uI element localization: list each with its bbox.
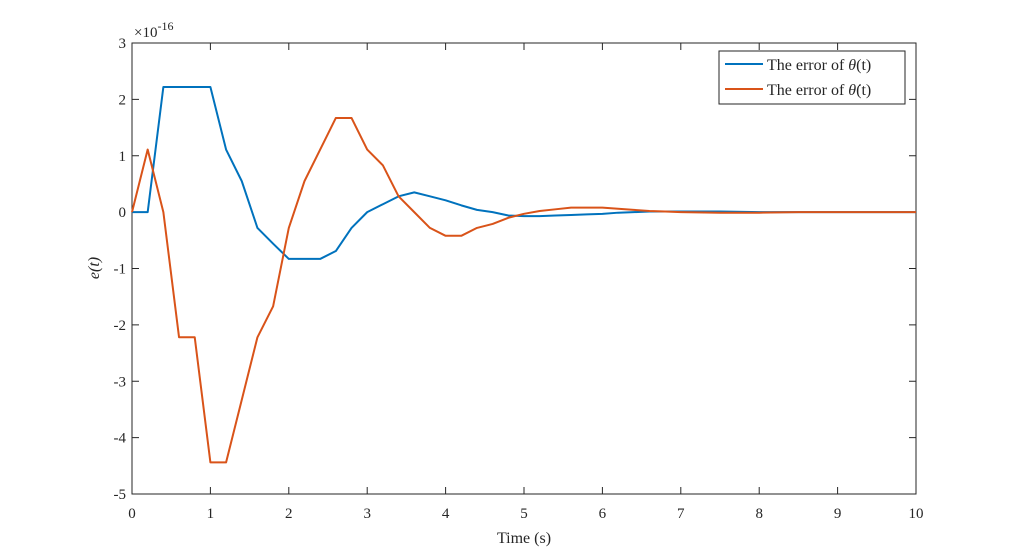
x-tick-label: 2 [285,506,293,522]
plot-area [131,42,917,495]
y-tick-label: -3 [114,374,127,390]
y-tick-labels: -5 -4 -3 -2 -1 0 1 2 3 [114,36,127,503]
x-tick-label: 8 [755,506,763,522]
series-lines [131,85,916,464]
legend-entry-theta-error: The error of θ(t) [767,57,871,74]
x-tick-label: 0 [128,506,136,522]
y-tick-label: -5 [114,487,127,503]
x-tick-label: 3 [363,506,371,522]
legend-box [718,50,906,105]
y-tick-label: -4 [114,431,127,447]
legend: The error of θ(t) The error of θ̇(t) [718,50,906,105]
y-tick-label: -2 [114,318,127,334]
y-tick-label: -1 [114,262,127,278]
x-axis-label: Time (s) [497,530,551,547]
y-axis-exponent-base: ×10 [134,25,157,41]
x-tick-labels: 0 1 2 3 4 5 6 7 8 9 10 [128,506,923,522]
x-tick-label: 9 [834,506,842,522]
y-tick-label: 3 [119,36,127,52]
x-tick-label: 6 [599,506,607,522]
legend-entry-theta-error-symbol: θ [848,57,856,74]
legend-entry-theta-error-suffix: (t) [856,57,871,74]
series-line-theta-dot-error [131,116,916,464]
x-tick-label: 7 [677,506,685,522]
legend-entry-theta-dot-error-suffix: (t) [856,82,871,99]
y-axis-label: e(t) [86,257,103,279]
legend-entry-theta-dot-error-prefix: The error of [767,82,848,99]
tick-marks [131,42,917,495]
legend-entry-theta-error-prefix: The error of [767,57,848,74]
y-tick-label: 1 [119,149,127,165]
y-axis-exponent-power: -16 [157,19,173,33]
x-tick-label: 10 [909,506,924,522]
x-tick-label: 1 [207,506,215,522]
y-axis-exponent: ×10-16 [134,19,173,41]
legend-entry-theta-dot-error: The error of θ̇(t) [767,82,871,99]
y-tick-label: 0 [119,205,127,221]
y-tick-label: 2 [119,92,127,108]
x-tick-label: 5 [520,506,528,522]
x-tick-label: 4 [442,506,450,522]
